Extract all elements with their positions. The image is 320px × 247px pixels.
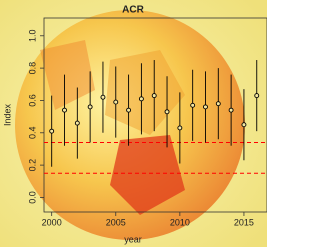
y-tick-label: 0.8 [27, 62, 37, 75]
chart-title: ACR [122, 5, 144, 16]
point [152, 94, 156, 98]
y-tick-label: 0.4 [27, 127, 37, 140]
x-tick-label: 2015 [234, 217, 254, 227]
point [242, 123, 246, 127]
x-tick-label: 2005 [106, 217, 126, 227]
y-tick-label: 0.6 [27, 94, 37, 107]
point [255, 94, 259, 98]
point [191, 103, 195, 107]
point [178, 126, 182, 130]
point [101, 95, 105, 99]
point [88, 105, 92, 109]
point [114, 100, 118, 104]
point [50, 129, 54, 133]
y-tick-label: 0.2 [27, 159, 37, 172]
point [75, 121, 79, 125]
point [139, 97, 143, 101]
point [63, 108, 67, 112]
point [127, 108, 131, 112]
point [229, 108, 233, 112]
x-axis-label: year [124, 234, 142, 244]
chart: ACR year Index 0.0 0.2 0.4 0.6 0.8 1.0 2000 200… [0, 0, 267, 247]
y-axis-label: Index [2, 103, 12, 126]
point [216, 102, 220, 106]
x-tick-label: 2010 [170, 217, 190, 227]
x-tick-label: 2000 [42, 217, 62, 227]
point [203, 105, 207, 109]
y-tick-label: 1.0 [27, 30, 37, 43]
point [165, 110, 169, 114]
y-tick-label: 0.0 [27, 191, 37, 204]
